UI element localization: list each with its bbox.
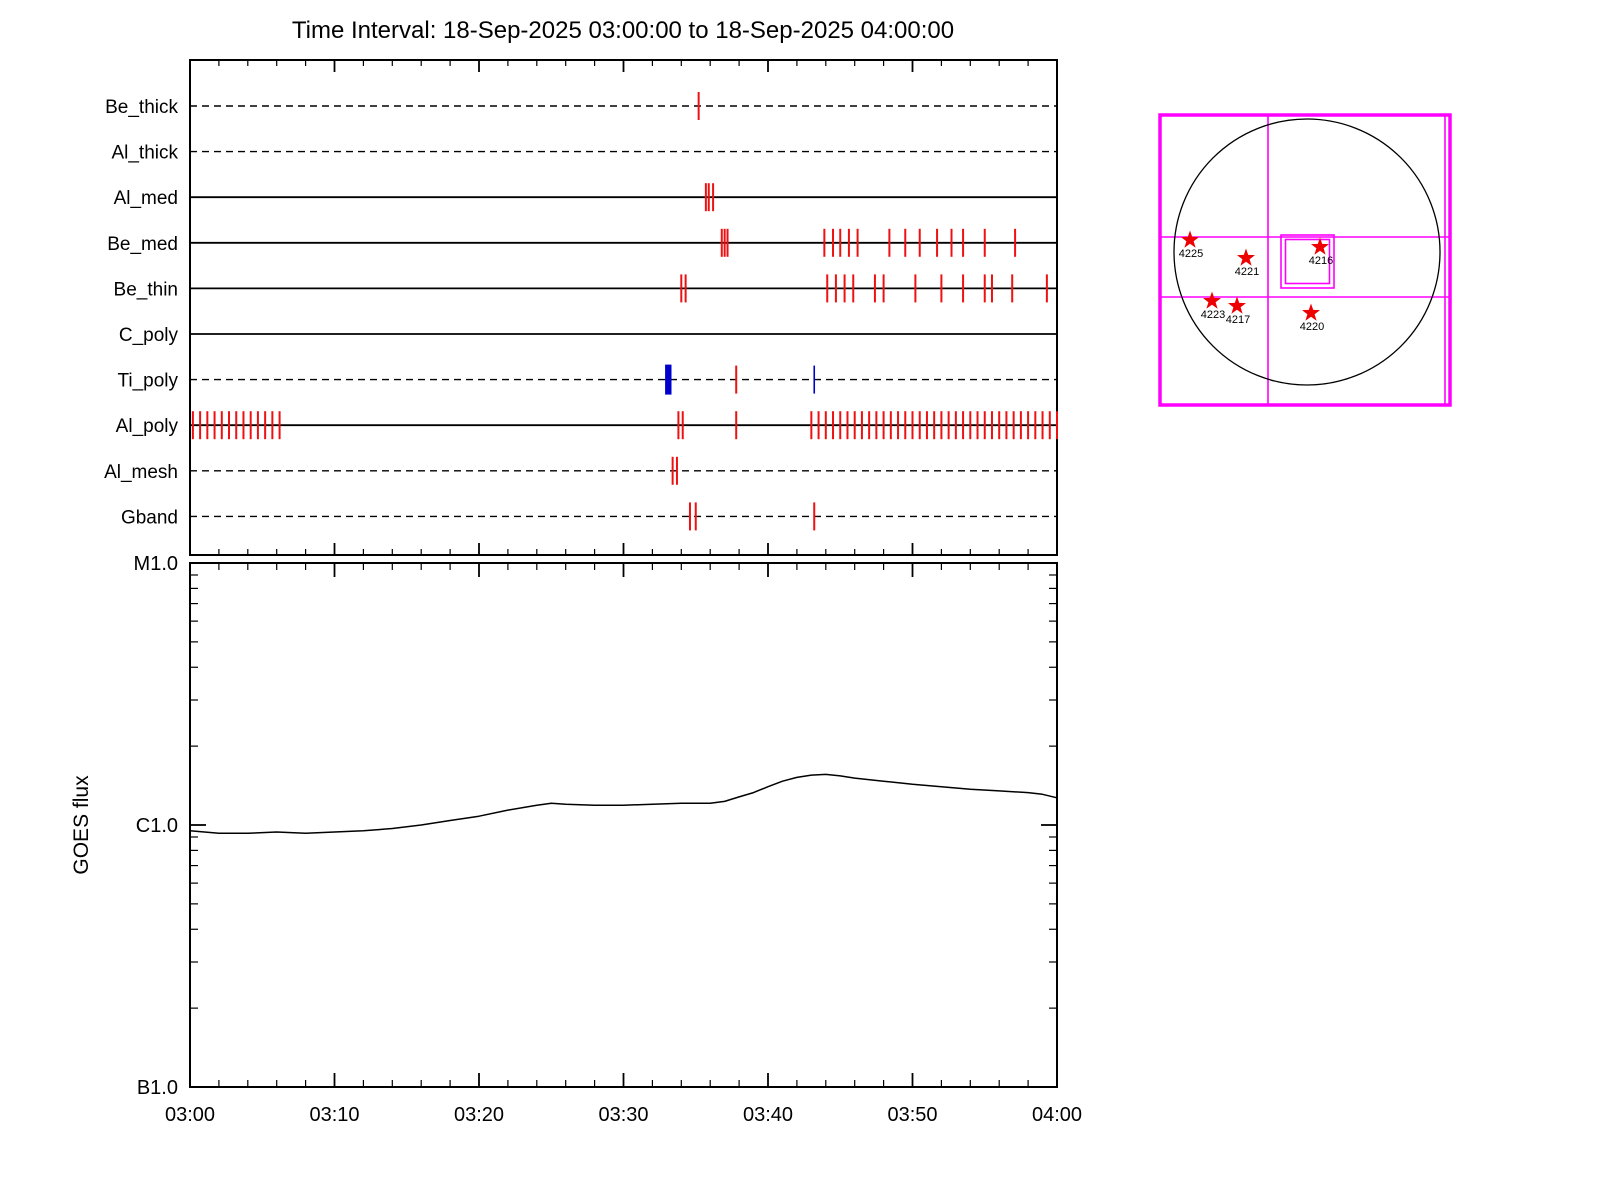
map-group: 4225 4221 4216 4223 4217 4220: [1158, 113, 1452, 407]
filter-row-label: Be_med: [107, 234, 178, 255]
goes-x-tick-label: 03:00: [165, 1104, 215, 1126]
timeline-border: [189, 59, 1058, 556]
active-region-star: [1237, 248, 1255, 266]
filter-row-label: Al_mesh: [104, 462, 178, 483]
fov-box-outer: [1280, 234, 1335, 289]
filter-row-label: Gband: [121, 507, 178, 528]
filter-row-label: Be_thin: [114, 279, 178, 300]
goes-border: [189, 562, 1058, 1088]
map-border: [1158, 113, 1452, 407]
goes-x-tick-label: 03:20: [454, 1104, 504, 1126]
goes-x-tick-label: 03:40: [743, 1104, 793, 1126]
filter-row-label: Al_med: [114, 188, 178, 209]
active-region-star: [1311, 237, 1329, 255]
chart-title: Time Interval: 18-Sep-2025 03:00:00 to 1…: [292, 17, 954, 44]
active-region-star: [1302, 303, 1320, 321]
active-region-star: [1181, 230, 1199, 248]
goes-x-tick-label: 04:00: [1032, 1104, 1082, 1126]
active-region-label: 4216: [1309, 255, 1333, 267]
active-region-star: [1203, 291, 1221, 309]
filter-row-label: C_poly: [119, 325, 179, 346]
goes-flux-panel: M1.0 C1.0 B1.0 03:00 03:10 03:20 03:30 03:40 03:…: [70, 553, 1082, 1126]
filter-row-label: Al_poly: [116, 416, 179, 437]
active-region-label: 4220: [1300, 321, 1324, 333]
active-region-star: [1228, 296, 1246, 314]
goes-y-tick-label: C1.0: [136, 815, 178, 837]
fov-box-inner: [1284, 238, 1331, 285]
goes-y-tick-label: B1.0: [137, 1077, 178, 1099]
exposure-tick-blue-wide: [665, 364, 672, 395]
filter-row-label: Al_thick: [111, 143, 178, 164]
goes-flux-curve: [189, 773, 1058, 835]
solar-limb-circle: [1173, 118, 1441, 386]
active-region-label: 4217: [1226, 314, 1250, 326]
filter-row-label: Ti_poly: [117, 371, 178, 392]
pointing-map-panel: 4225 4221 4216 4223 4217 4220: [1158, 113, 1452, 407]
active-region-label: 4225: [1179, 248, 1203, 260]
goes-x-tick-label: 03:10: [309, 1104, 359, 1126]
goes-x-tick-label: 03:30: [598, 1104, 648, 1126]
active-region-label: 4221: [1235, 266, 1259, 278]
goes-y-axis-label: GOES flux: [70, 775, 93, 875]
goes-y-tick-label: M1.0: [134, 553, 178, 575]
filter-row-label: Be_thick: [105, 97, 178, 118]
active-region-label: 4223: [1201, 309, 1225, 321]
goes-x-tick-label: 03:50: [887, 1104, 937, 1126]
timeline-panel: Be_thick Al_thick Al_med Be_med Be_thin C_pol…: [104, 59, 1058, 556]
